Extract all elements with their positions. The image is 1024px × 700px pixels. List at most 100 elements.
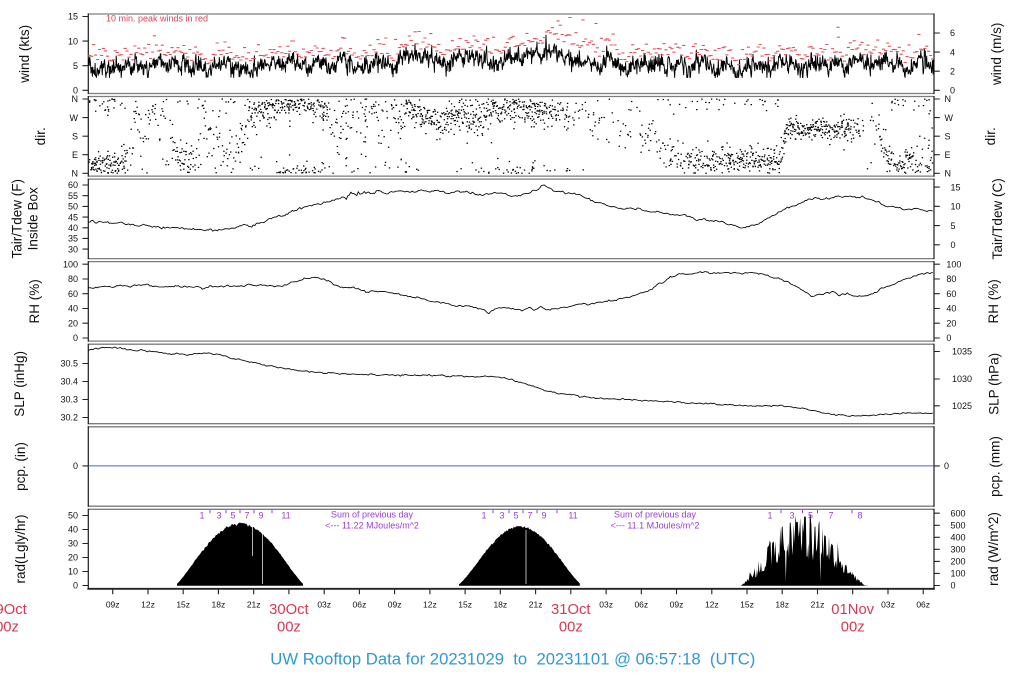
svg-text:1030: 1030	[952, 374, 972, 384]
svg-text:30: 30	[68, 244, 78, 254]
svg-text:0: 0	[73, 333, 78, 343]
svg-text:pcp. (in): pcp. (in)	[13, 442, 28, 491]
svg-text:rad (W/m^2): rad (W/m^2)	[986, 512, 1001, 586]
svg-text:0: 0	[944, 461, 949, 471]
svg-text:rad(Lgly/hr): rad(Lgly/hr)	[13, 514, 28, 583]
svg-text:30Oct: 30Oct	[269, 602, 308, 618]
svg-text:9: 9	[258, 511, 263, 521]
svg-text:dir.: dir.	[983, 127, 998, 145]
svg-text:60: 60	[68, 289, 78, 299]
svg-text:E: E	[72, 150, 78, 160]
svg-text:5: 5	[808, 511, 813, 521]
svg-text:30.3: 30.3	[60, 395, 78, 405]
svg-text:03z: 03z	[317, 600, 331, 610]
svg-text:Sum of previous day: Sum of previous day	[614, 510, 697, 520]
svg-text:15z: 15z	[740, 600, 754, 610]
svg-text:0: 0	[951, 581, 956, 591]
svg-text:SLP (inHg): SLP (inHg)	[12, 351, 27, 417]
svg-text:8: 8	[857, 511, 862, 521]
svg-text:N: N	[945, 169, 952, 179]
svg-text:Tair/Tdew (F): Tair/Tdew (F)	[10, 179, 25, 259]
svg-text:20: 20	[68, 318, 78, 328]
svg-text:29Oct: 29Oct	[0, 602, 27, 618]
svg-text:6: 6	[950, 28, 955, 38]
svg-text:40: 40	[68, 525, 78, 535]
svg-text:31Oct: 31Oct	[551, 602, 590, 618]
svg-text:09z: 09z	[388, 600, 402, 610]
svg-text:30.4: 30.4	[60, 377, 78, 387]
svg-text:10: 10	[68, 567, 78, 577]
svg-text:3: 3	[216, 511, 221, 521]
svg-text:21z: 21z	[529, 600, 543, 610]
svg-text:30.2: 30.2	[60, 413, 78, 423]
svg-text:50: 50	[68, 511, 78, 521]
svg-text:100: 100	[946, 259, 961, 269]
svg-text:RH (%): RH (%)	[986, 279, 1001, 323]
svg-text:200: 200	[951, 557, 966, 567]
svg-text:80: 80	[68, 274, 78, 284]
svg-text:40: 40	[68, 223, 78, 233]
svg-text:00z: 00z	[559, 620, 583, 636]
svg-text:40: 40	[68, 304, 78, 314]
svg-text:00z: 00z	[277, 620, 301, 636]
svg-text:Sum of previous day: Sum of previous day	[331, 510, 414, 520]
svg-text:1: 1	[481, 511, 486, 521]
svg-text:06z: 06z	[634, 600, 648, 610]
svg-text:50: 50	[68, 202, 78, 212]
svg-text:11: 11	[568, 511, 577, 521]
svg-text:55: 55	[68, 191, 78, 201]
svg-text:03z: 03z	[599, 600, 613, 610]
svg-text:100: 100	[951, 569, 966, 579]
svg-text:5: 5	[230, 511, 235, 521]
svg-text:9: 9	[541, 511, 546, 521]
svg-text:09z: 09z	[670, 600, 684, 610]
svg-text:<--- 11.1 MJoules/m^2: <--- 11.1 MJoules/m^2	[611, 521, 700, 531]
svg-text:15z: 15z	[176, 600, 190, 610]
svg-text:W: W	[945, 113, 954, 123]
svg-text:100: 100	[63, 259, 78, 269]
svg-text:60: 60	[68, 180, 78, 190]
svg-text:2: 2	[950, 66, 955, 76]
svg-text:1: 1	[199, 511, 204, 521]
svg-text:1025: 1025	[952, 401, 972, 411]
svg-text:4: 4	[950, 47, 955, 57]
svg-text:40: 40	[946, 304, 956, 314]
svg-text:30: 30	[68, 539, 78, 549]
svg-text:7: 7	[527, 511, 532, 521]
svg-text:300: 300	[951, 545, 966, 555]
svg-text:0: 0	[946, 333, 951, 343]
svg-text:10: 10	[68, 36, 78, 46]
svg-text:20: 20	[946, 318, 956, 328]
svg-text:0: 0	[951, 240, 956, 250]
svg-text:06z: 06z	[353, 600, 367, 610]
svg-text:01Nov: 01Nov	[831, 602, 874, 618]
svg-text:S: S	[945, 131, 951, 141]
svg-text:0: 0	[950, 86, 955, 96]
svg-text:12z: 12z	[705, 600, 719, 610]
svg-text:18z: 18z	[212, 600, 226, 610]
svg-text:RH (%): RH (%)	[27, 279, 42, 323]
svg-text:500: 500	[951, 521, 966, 531]
svg-text:wind (m/s): wind (m/s)	[989, 23, 1004, 86]
svg-text:Inside Box: Inside Box	[26, 187, 41, 250]
svg-text:45: 45	[68, 212, 78, 222]
svg-text:35: 35	[68, 234, 78, 244]
svg-text:0: 0	[73, 461, 78, 471]
svg-text:pcp. (mm): pcp. (mm)	[988, 436, 1003, 497]
svg-text:600: 600	[951, 508, 966, 518]
svg-text:21z: 21z	[247, 600, 261, 610]
svg-text:7: 7	[828, 511, 833, 521]
svg-text:3: 3	[499, 511, 504, 521]
svg-text:10: 10	[951, 202, 961, 212]
svg-text:S: S	[72, 131, 78, 141]
svg-text:3: 3	[789, 511, 794, 521]
svg-text:15: 15	[68, 12, 78, 22]
svg-text:5: 5	[951, 221, 956, 231]
svg-text:0: 0	[73, 86, 78, 96]
svg-text:5: 5	[513, 511, 518, 521]
svg-text:400: 400	[951, 533, 966, 543]
svg-text:60: 60	[946, 289, 956, 299]
svg-text:00z: 00z	[0, 620, 19, 636]
svg-text:5: 5	[73, 61, 78, 71]
svg-text:10 min. peak winds in red: 10 min. peak winds in red	[106, 14, 208, 24]
